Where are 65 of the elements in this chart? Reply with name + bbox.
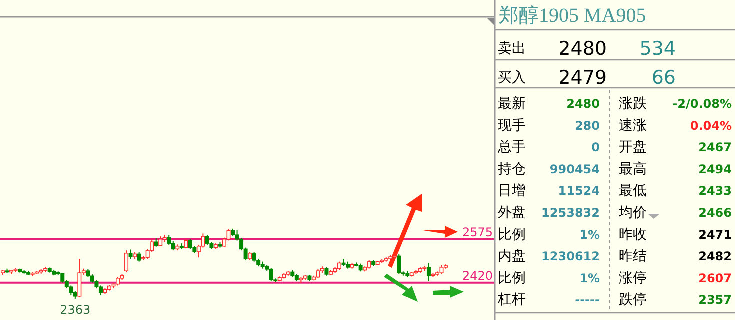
text: 2357	[698, 293, 732, 308]
text: 昨收	[619, 226, 647, 243]
text: 534	[640, 38, 676, 60]
candlestick	[426, 262, 431, 282]
text: 1%	[580, 271, 600, 286]
text: 2467	[698, 140, 732, 155]
annotation: 2363	[60, 302, 91, 317]
text: 最低	[619, 183, 647, 200]
text: 总手	[497, 140, 526, 156]
candlestick	[252, 252, 256, 262]
candlestick	[205, 234, 210, 246]
text: 持仓	[498, 161, 526, 178]
text: 最高	[619, 161, 647, 178]
text: 买入	[498, 70, 526, 86]
text: 66	[652, 67, 676, 89]
text: 现手	[498, 118, 526, 134]
text: 2479	[558, 67, 607, 89]
ref-line-label: 2575	[462, 225, 493, 240]
text: 跌停	[619, 292, 647, 308]
candlestick	[128, 249, 133, 260]
text: 比例	[498, 226, 526, 243]
text: 2471	[698, 228, 732, 242]
candlestick	[137, 252, 142, 262]
text: 2482	[698, 250, 732, 264]
candlestick	[167, 234, 172, 246]
text: 杠杆	[497, 292, 526, 308]
text: 均价	[618, 205, 647, 221]
candlestick	[184, 238, 188, 250]
text: 日增	[498, 183, 526, 200]
text: 2607	[698, 271, 732, 286]
candlestick	[158, 236, 163, 247]
text: 0	[592, 140, 600, 155]
text: 速涨	[619, 118, 647, 134]
text: 昨结	[619, 248, 647, 265]
text: 1230612	[542, 250, 600, 264]
text: -2/0.08%	[672, 97, 732, 111]
text: 涨跌	[619, 96, 647, 112]
text: 涨停	[619, 270, 647, 286]
text: 内盘	[498, 248, 526, 265]
text: 1253832	[542, 206, 600, 220]
text: -----	[575, 293, 600, 308]
candlestick	[78, 258, 82, 298]
candlestick	[124, 250, 129, 273]
text: 2480	[566, 97, 600, 111]
candlestick	[397, 254, 402, 275]
text: 280	[574, 118, 600, 133]
text: 1%	[580, 228, 600, 242]
text: 2433	[698, 184, 732, 198]
text: 开盘	[619, 140, 647, 156]
text: 990454	[550, 162, 600, 176]
text: 2466	[698, 206, 732, 220]
candlestick	[98, 285, 103, 296]
text: 11524	[558, 184, 600, 198]
candlestick	[269, 268, 274, 282]
candlestick	[188, 238, 192, 250]
text: 2494	[698, 162, 732, 176]
text: 2480	[558, 38, 607, 60]
text: 最新	[498, 96, 526, 112]
ref-line-label: 2420	[462, 268, 493, 283]
candlestick	[171, 240, 176, 252]
text: 0.04%	[690, 118, 732, 133]
text: 郑醇1905 MA905	[499, 5, 646, 27]
text: 外盘	[498, 205, 526, 221]
text: 比例	[498, 270, 526, 286]
text: 卖出	[498, 41, 526, 57]
